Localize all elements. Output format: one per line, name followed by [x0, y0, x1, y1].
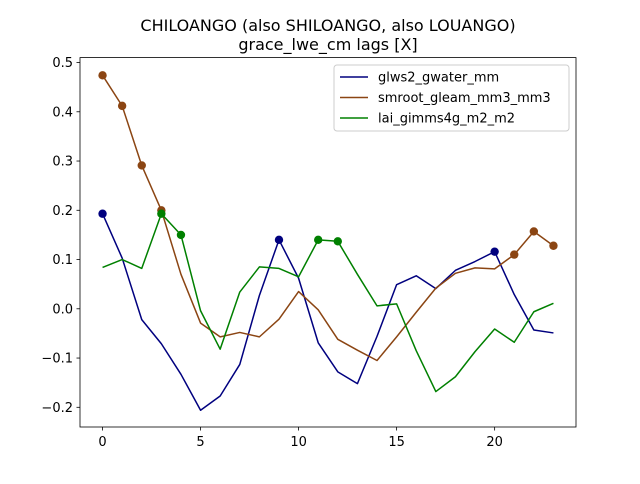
x-tick-label-0: 0 [98, 435, 106, 450]
y-tick-label-6: 0.4 [52, 105, 73, 120]
y-tick-label-3: 0.1 [52, 253, 73, 268]
chart-subtitle: grace_lwe_cm lags [X] [238, 35, 417, 55]
y-tick-label-1: −0.1 [41, 352, 73, 367]
series-0 [98, 209, 554, 411]
legend-item-1: smroot_gleam_mm3_mm3 [340, 91, 551, 106]
series-marker-1-21 [510, 250, 519, 259]
series-layer [98, 71, 558, 411]
series-marker-2-3 [157, 209, 166, 218]
legend-label-0: glws2_gwater_mm [378, 71, 499, 86]
series-marker-1-22 [529, 227, 539, 236]
series-marker-0-9 [274, 235, 284, 245]
legend-item-0: glws2_gwater_mm [340, 71, 499, 86]
series-marker-1-0 [98, 71, 107, 80]
chart-title: CHILOANGO (also SHILOANGO, also LOUANGO) [140, 16, 515, 35]
legend-box [333, 64, 570, 132]
x-tick-label-10: 10 [290, 435, 307, 450]
series-line-2 [102, 212, 554, 393]
series-marker-0-0 [98, 209, 107, 218]
y-tick-label-4: 0.2 [52, 204, 73, 219]
y-tick-label-7: 0.5 [52, 56, 73, 71]
axes-layer: 0 5 10 15 20 −0.2 −0.1 0.0 0.1 0.2 0.3 0.4 0.5 [41, 56, 577, 450]
x-tick-label-15: 15 [388, 435, 405, 450]
y-tick-label-2: 0.0 [52, 302, 73, 317]
series-2 [102, 209, 554, 393]
x-tick-label-5: 5 [196, 435, 204, 450]
legend-label-1: smroot_gleam_mm3_mm3 [378, 91, 551, 106]
legend-item-2: lai_gimms4g_m2_m2 [340, 112, 515, 127]
series-marker-2-4 [176, 230, 186, 240]
series-marker-2-11 [314, 235, 323, 245]
series-marker-1-2 [137, 161, 146, 170]
y-tick-label-5: 0.3 [52, 155, 73, 170]
axes-frame [79, 57, 577, 428]
legend-label-2: lai_gimms4g_m2_m2 [378, 112, 515, 127]
legend: glws2_gwater_mm smroot_gleam_mm3_mm3 lai_g… [333, 64, 570, 132]
x-tick-label-20: 20 [486, 435, 503, 450]
series-marker-0-20 [490, 247, 499, 256]
series-marker-1-1 [117, 101, 127, 111]
y-tick-label-0: −0.2 [41, 401, 73, 416]
series-marker-1-23 [549, 241, 558, 250]
series-marker-2-12 [333, 237, 342, 246]
series-line-0 [101, 213, 554, 411]
series-line-1 [101, 74, 554, 362]
